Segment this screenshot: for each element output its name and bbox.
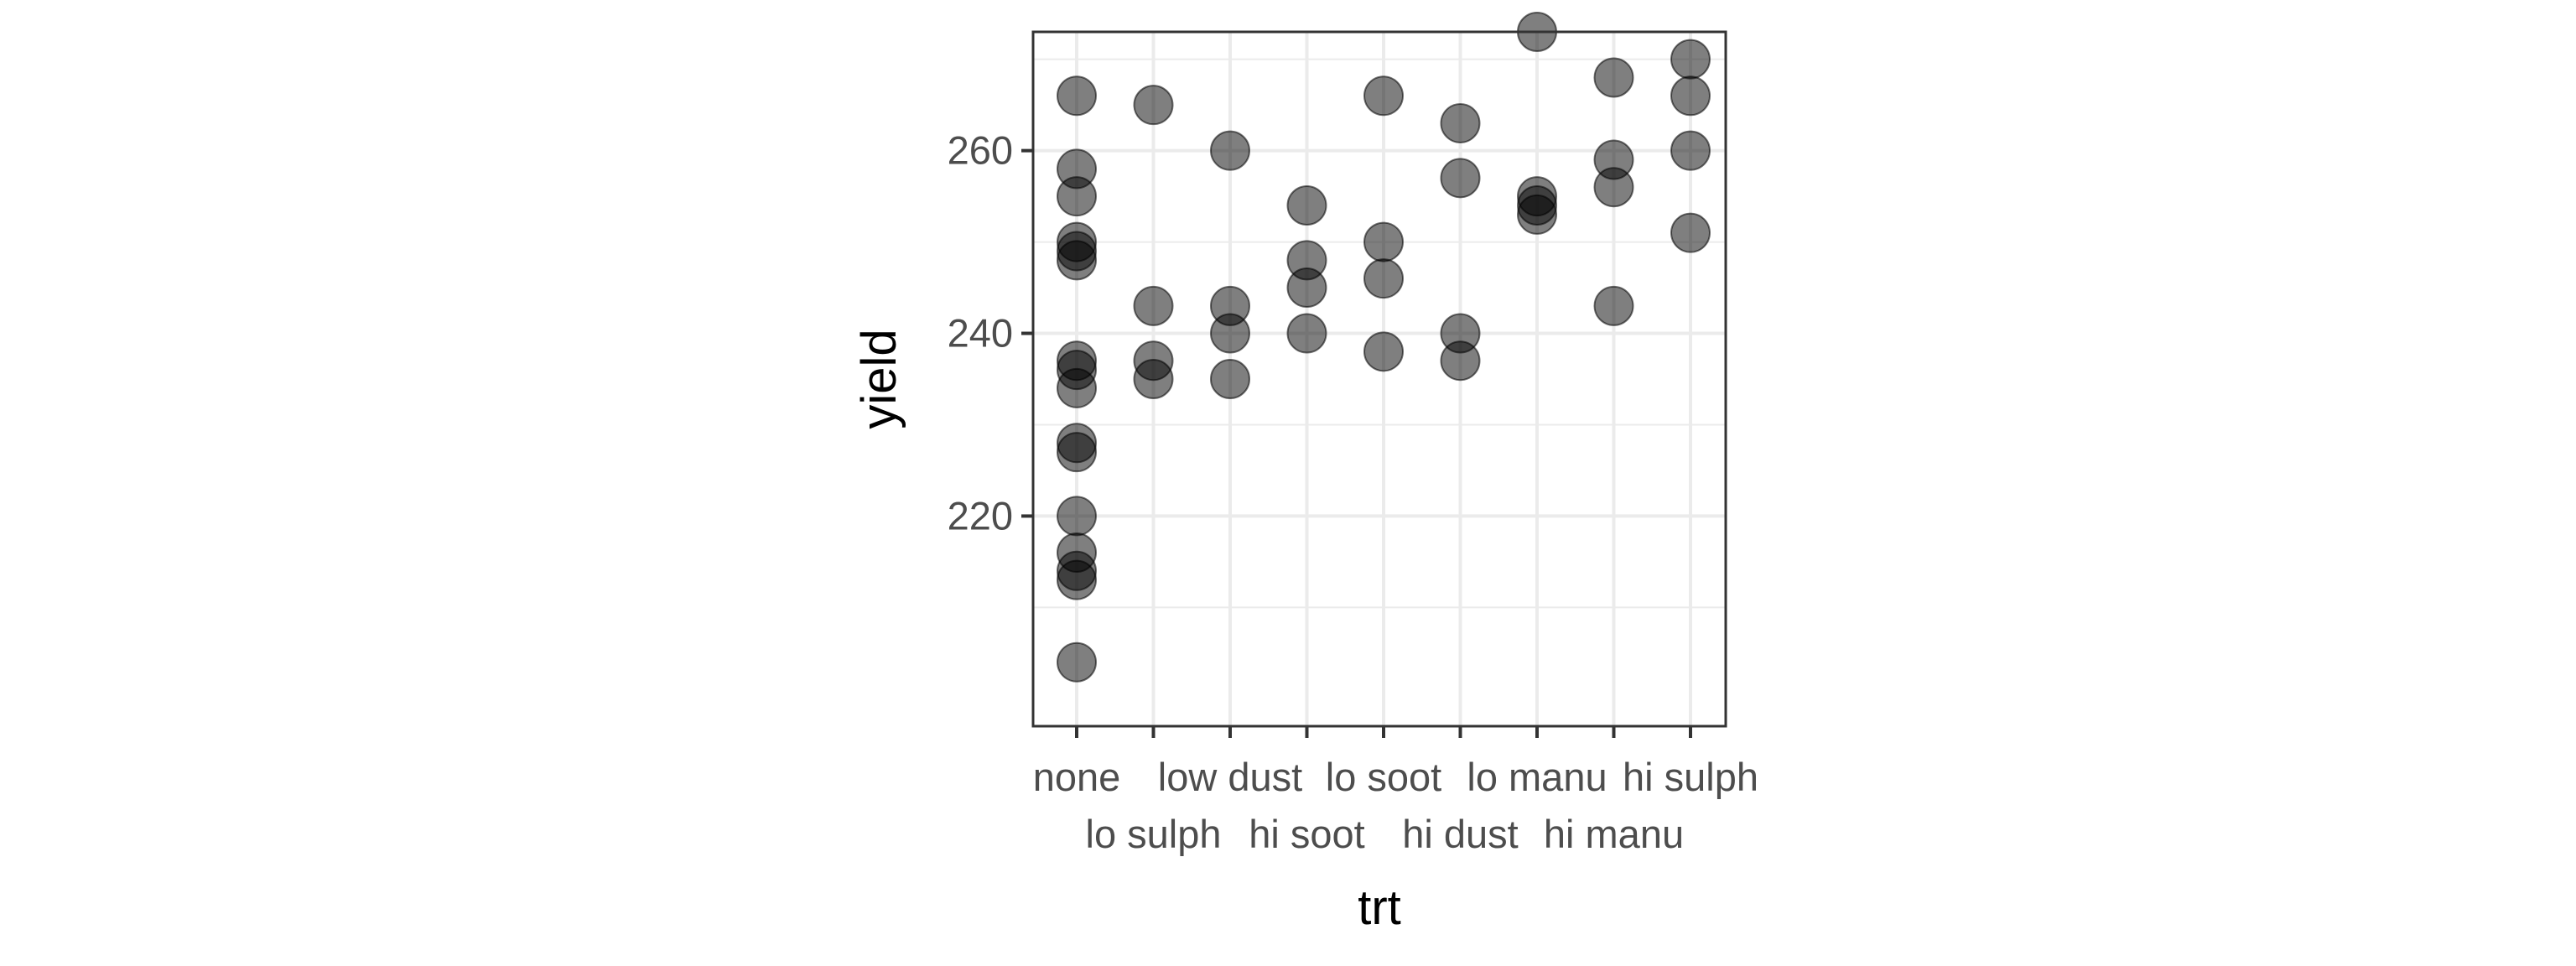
data-point	[1057, 559, 1097, 600]
data-point	[1286, 313, 1327, 354]
data-points	[1057, 12, 1711, 683]
data-point	[1057, 176, 1097, 217]
data-point	[1286, 185, 1327, 226]
data-point	[1133, 359, 1174, 399]
x-tick-label: lo manu	[1467, 755, 1607, 799]
y-axis-title: yield	[852, 329, 906, 428]
x-tick-label: lo sulph	[1086, 812, 1222, 856]
plot-panel-border	[1031, 30, 1727, 728]
data-point	[1363, 331, 1404, 372]
data-point	[1670, 75, 1711, 117]
x-tick-label: none	[1033, 755, 1121, 799]
data-point	[1133, 285, 1174, 326]
data-point	[1057, 240, 1097, 281]
data-point	[1363, 75, 1404, 117]
y-tick-label: 220	[948, 493, 1013, 538]
x-tick-label: hi manu	[1544, 812, 1684, 856]
data-point	[1133, 85, 1174, 126]
data-point	[1057, 432, 1097, 473]
data-point	[1670, 130, 1711, 171]
data-point	[1593, 57, 1634, 98]
data-point	[1286, 267, 1327, 309]
data-point	[1210, 359, 1250, 399]
x-tick-label: hi sulph	[1623, 755, 1758, 799]
data-point	[1517, 194, 1557, 235]
data-point	[1057, 75, 1097, 117]
data-point	[1440, 102, 1481, 143]
data-point	[1363, 221, 1404, 262]
x-tick-label: low dust	[1158, 755, 1302, 799]
data-point	[1593, 285, 1634, 326]
data-point	[1670, 39, 1711, 80]
data-point	[1593, 167, 1634, 208]
x-tick-label: lo soot	[1326, 755, 1441, 799]
x-axis: none lo sulph low dust hi soot lo soot hi dus…	[1033, 726, 1758, 856]
data-point	[1363, 258, 1404, 299]
data-point	[1440, 158, 1481, 199]
x-tick-label: hi dust	[1402, 812, 1518, 856]
y-tick-label: 260	[948, 128, 1013, 173]
data-point	[1670, 212, 1711, 253]
x-axis-title: trt	[1358, 880, 1401, 935]
y-tick-label: 240	[948, 311, 1013, 356]
data-point	[1210, 130, 1250, 171]
data-point	[1057, 496, 1097, 537]
data-point	[1057, 641, 1097, 683]
data-point	[1210, 313, 1250, 354]
data-point	[1057, 367, 1097, 408]
y-axis: 220 240 260	[948, 128, 1033, 538]
data-point	[1440, 340, 1481, 382]
x-tick-label: hi soot	[1249, 812, 1364, 856]
